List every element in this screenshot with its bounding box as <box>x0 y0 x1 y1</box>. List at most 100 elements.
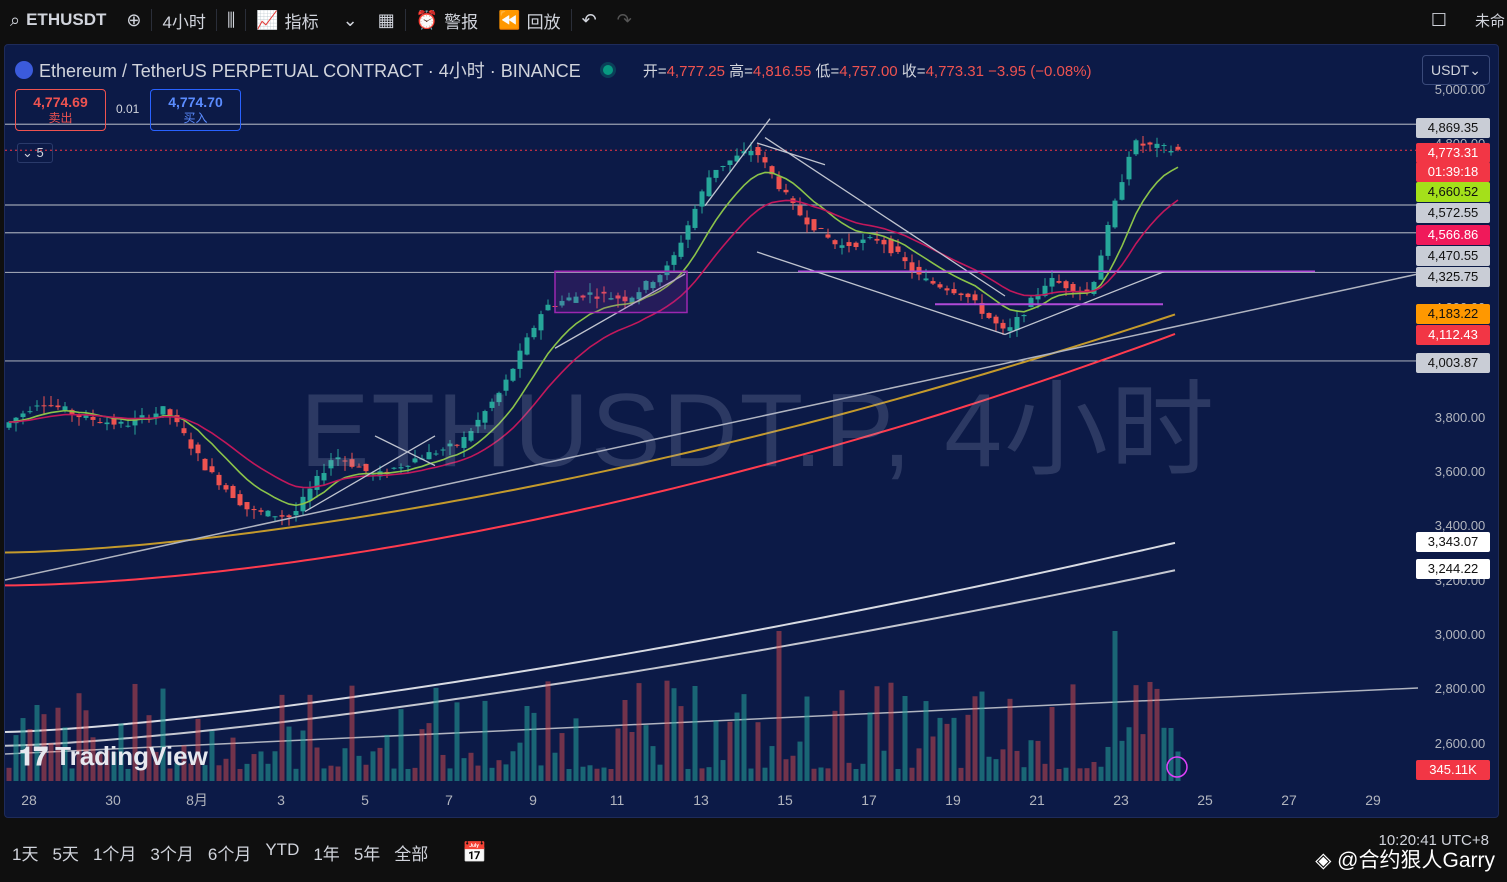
indicators-button[interactable]: 📈 指标 ⌄ <box>246 0 368 40</box>
candle-body <box>1133 140 1139 155</box>
candle-body <box>1042 285 1048 296</box>
volume-bar <box>76 693 82 781</box>
candle-body <box>580 295 586 298</box>
symbol-search[interactable]: ⌕ ETHUSDT <box>0 0 116 40</box>
range-button-8[interactable]: 全部 <box>394 844 429 864</box>
volume-bar <box>636 683 642 781</box>
volume-bar <box>13 735 19 781</box>
range-button-7[interactable]: 5年 <box>353 844 381 864</box>
candle-body <box>349 459 355 467</box>
square-icon: ☐ <box>1430 9 1447 30</box>
range-button-3[interactable]: 3个月 <box>150 844 194 864</box>
candle-body <box>909 262 915 272</box>
ohlc-values: 开=4,777.25 高=4,816.55 低=4,757.00 收=4,773… <box>643 60 1092 81</box>
undo-icon: ↶ <box>581 9 597 30</box>
trendline-support <box>5 273 1419 581</box>
x-tick-label: 8月 <box>186 792 208 808</box>
candle-body <box>629 297 635 303</box>
legend-title: Ethereum / TetherUS PERPETUAL CONTRACT ·… <box>39 61 581 81</box>
candle-body <box>496 392 502 403</box>
volume-bar <box>174 763 180 781</box>
candle-body <box>853 242 859 248</box>
volume-bar <box>181 745 187 781</box>
volume-bar <box>118 723 124 781</box>
fullscreen-button[interactable]: ☐ <box>1421 0 1457 40</box>
volume-bar <box>741 694 747 781</box>
volume-bar <box>944 723 950 781</box>
layouts-button[interactable]: ▦ <box>368 0 405 40</box>
candle-body <box>713 169 719 178</box>
candle-body <box>27 411 33 413</box>
candle-body <box>804 217 810 225</box>
volume-bar <box>531 712 537 781</box>
volume-bar <box>699 768 705 781</box>
volume-bar <box>930 736 936 781</box>
volume-bar <box>69 768 75 781</box>
chevron-down-icon: ⌄ <box>1469 62 1481 78</box>
candle-body <box>720 166 726 168</box>
alert-button[interactable]: ⏰ 警报 <box>406 0 488 40</box>
unsaved-label[interactable]: 未命 <box>1465 0 1507 40</box>
range-button-0[interactable]: 1天 <box>12 844 39 864</box>
range-button-1[interactable]: 5天 <box>52 844 79 864</box>
undo-button[interactable]: ↶ <box>572 0 607 40</box>
y-tick-label: 2,600.00 <box>1435 736 1486 751</box>
currency-select[interactable]: USDT ⌄ <box>1422 55 1490 85</box>
chart-type-button[interactable]: ⫼ <box>217 0 245 40</box>
y-tick-label: 3,600.00 <box>1435 464 1486 479</box>
close-label: 收= <box>901 62 926 80</box>
volume-bar <box>580 766 586 781</box>
candle-body <box>923 278 929 281</box>
candle-body <box>251 509 257 511</box>
candle-body <box>258 510 264 512</box>
volume-bar <box>573 718 579 781</box>
price-chart[interactable]: 28 30 8月 3 5 7 9 11 13 15 17 19 21 23 25 27 29 5,000.00 4,… <box>5 45 1499 818</box>
volume-bar <box>692 686 698 781</box>
interval-button[interactable]: 4小时 <box>152 0 215 40</box>
candle-body <box>671 255 677 265</box>
x-tick-label: 25 <box>1197 792 1213 808</box>
goto-date-icon[interactable]: 📅 <box>462 841 488 864</box>
candle-body <box>468 431 474 441</box>
candle-body <box>993 316 999 324</box>
volume-bar <box>153 751 159 781</box>
volume-bar <box>1042 763 1048 781</box>
volume-bar <box>1140 734 1146 781</box>
ema-long-2-line <box>5 333 1176 587</box>
range-button-4[interactable]: 6个月 <box>207 844 252 864</box>
compare-button[interactable]: ⊕ <box>116 0 151 40</box>
range-button-6[interactable]: 1年 <box>313 844 340 864</box>
indicators-icon: 📈 <box>256 9 279 30</box>
candle-body <box>76 414 82 418</box>
divider <box>151 9 153 31</box>
close-value: 4,773.31 <box>925 62 984 80</box>
price-label: 4,660.52 <box>1416 182 1490 202</box>
range-button-5[interactable]: YTD <box>265 839 300 859</box>
clock: 10:20:41 UTC+8 <box>1378 832 1490 849</box>
redo-button[interactable]: ↷ <box>607 0 642 40</box>
volume-bar <box>713 720 719 781</box>
volume-bar <box>587 765 593 781</box>
candle-body <box>685 225 691 240</box>
chart-panel[interactable]: 28 30 8月 3 5 7 9 11 13 15 17 19 21 23 25 27 29 5,000.00 4,… <box>4 44 1499 818</box>
search-icon: ⌕ <box>10 9 21 30</box>
candle-body <box>657 275 663 283</box>
low-value: 4,757.00 <box>839 62 898 80</box>
candle-body <box>195 444 201 454</box>
candle-body <box>762 157 768 163</box>
indicator-toggle[interactable]: ⌄ 5 <box>17 143 53 163</box>
candle-body <box>1175 146 1181 150</box>
volume-bar <box>496 760 502 781</box>
volume-bar <box>1049 707 1055 781</box>
volume-bar <box>223 758 229 781</box>
sell-button[interactable]: 4,774.69 卖出 <box>15 89 106 131</box>
candle-body <box>244 502 250 510</box>
candle-body <box>1063 281 1069 289</box>
price-label: 3,343.07 <box>1416 532 1490 552</box>
trendline-lower <box>5 687 1419 755</box>
volume-bar <box>706 767 712 781</box>
replay-button[interactable]: ⏪ 回放 <box>488 0 570 40</box>
buy-button[interactable]: 4,774.70 买入 <box>150 89 241 131</box>
volume-bar <box>986 756 992 781</box>
range-button-2[interactable]: 1个月 <box>92 844 137 864</box>
